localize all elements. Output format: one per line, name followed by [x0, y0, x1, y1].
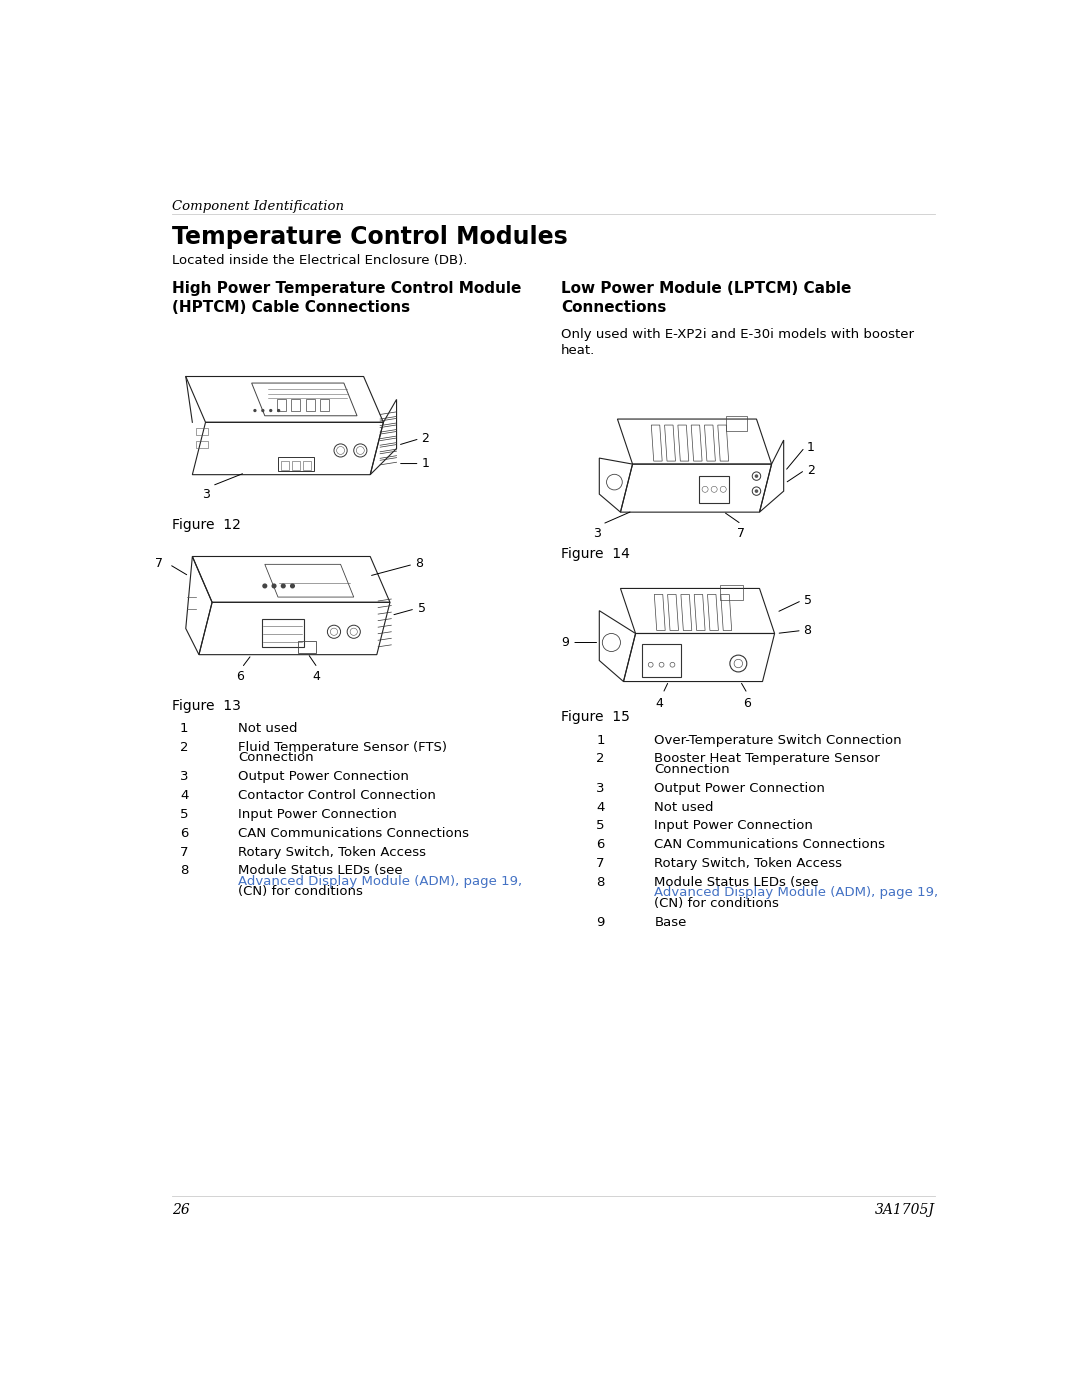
Bar — [320, 400, 329, 411]
Text: 6: 6 — [596, 838, 605, 851]
Text: 2: 2 — [596, 753, 605, 766]
Bar — [720, 585, 743, 601]
Text: High Power Temperature Control Module: High Power Temperature Control Module — [172, 281, 522, 296]
Text: 3: 3 — [180, 770, 188, 784]
Bar — [281, 461, 288, 471]
Circle shape — [755, 475, 758, 478]
Text: Component Identification: Component Identification — [172, 200, 345, 212]
Bar — [292, 461, 300, 471]
Text: Advanced Display Module (ADM), page 19,: Advanced Display Module (ADM), page 19, — [238, 875, 523, 888]
Bar — [278, 457, 314, 471]
Text: 2: 2 — [807, 464, 814, 476]
Text: Not used: Not used — [238, 722, 298, 735]
Text: Rotary Switch, Token Access: Rotary Switch, Token Access — [654, 858, 842, 870]
Bar — [292, 400, 300, 411]
Text: Fluid Temperature Sensor (FTS): Fluid Temperature Sensor (FTS) — [238, 740, 447, 754]
Circle shape — [261, 409, 265, 412]
Text: CAN Communications Connections: CAN Communications Connections — [238, 827, 469, 840]
Bar — [195, 427, 207, 436]
Text: 4: 4 — [656, 697, 664, 710]
Bar — [306, 400, 315, 411]
Circle shape — [269, 409, 272, 412]
Circle shape — [291, 584, 295, 588]
Bar — [699, 476, 729, 503]
Text: Module Status LEDs (see: Module Status LEDs (see — [654, 876, 819, 888]
Circle shape — [262, 584, 267, 588]
Circle shape — [254, 409, 257, 412]
Text: Output Power Connection: Output Power Connection — [654, 782, 825, 795]
Circle shape — [282, 584, 285, 588]
Text: Figure  12: Figure 12 — [172, 518, 241, 532]
Text: 3: 3 — [202, 488, 211, 500]
Text: 7: 7 — [180, 845, 188, 859]
Text: Input Power Connection: Input Power Connection — [238, 807, 397, 821]
Text: 4: 4 — [180, 789, 188, 802]
Text: (CN) for conditions: (CN) for conditions — [238, 886, 363, 898]
Text: 9: 9 — [596, 915, 605, 929]
Text: 8: 8 — [596, 876, 605, 888]
Text: 1: 1 — [180, 722, 188, 735]
Bar — [303, 461, 311, 471]
Text: Figure  14: Figure 14 — [562, 548, 630, 562]
Text: 7: 7 — [738, 527, 745, 541]
Text: 6: 6 — [743, 697, 752, 710]
Text: 7: 7 — [154, 556, 163, 570]
Text: Rotary Switch, Token Access: Rotary Switch, Token Access — [238, 845, 427, 859]
Text: 26: 26 — [172, 1203, 190, 1217]
Text: 5: 5 — [804, 594, 812, 606]
Text: Advanced Display Module (ADM), page 19,: Advanced Display Module (ADM), page 19, — [654, 887, 939, 900]
Text: 5: 5 — [180, 807, 188, 821]
Text: Figure  13: Figure 13 — [172, 698, 241, 712]
Text: (CN) for conditions: (CN) for conditions — [654, 897, 779, 909]
Text: Contactor Control Connection: Contactor Control Connection — [238, 789, 436, 802]
Bar — [195, 440, 207, 448]
Text: Low Power Module (LPTCM) Cable: Low Power Module (LPTCM) Cable — [562, 281, 852, 296]
Text: 3: 3 — [596, 782, 605, 795]
Bar — [298, 641, 316, 652]
Text: 7: 7 — [596, 858, 605, 870]
Text: Connection: Connection — [654, 763, 730, 775]
Text: 9: 9 — [562, 636, 569, 650]
Text: 8: 8 — [415, 556, 423, 570]
Circle shape — [272, 584, 275, 588]
Text: 1: 1 — [596, 733, 605, 746]
Text: 1: 1 — [421, 457, 430, 469]
Text: Over-Temperature Switch Connection: Over-Temperature Switch Connection — [654, 733, 902, 746]
Text: 3A1705J: 3A1705J — [875, 1203, 935, 1217]
Text: 5: 5 — [418, 602, 426, 615]
Text: heat.: heat. — [562, 344, 595, 358]
Circle shape — [276, 409, 281, 412]
Text: Not used: Not used — [654, 800, 714, 813]
Text: 1: 1 — [807, 441, 814, 454]
Text: 4: 4 — [596, 800, 605, 813]
Text: 3: 3 — [593, 527, 602, 541]
Text: 8: 8 — [180, 865, 188, 877]
Text: 8: 8 — [804, 624, 812, 637]
Circle shape — [755, 489, 758, 493]
Text: 2: 2 — [421, 432, 430, 446]
Text: Located inside the Electrical Enclosure (DB).: Located inside the Electrical Enclosure … — [172, 254, 468, 267]
Text: Booster Heat Temperature Sensor: Booster Heat Temperature Sensor — [654, 753, 880, 766]
Text: 2: 2 — [180, 740, 188, 754]
Text: Input Power Connection: Input Power Connection — [654, 820, 813, 833]
Text: CAN Communications Connections: CAN Communications Connections — [654, 838, 886, 851]
Text: Connections: Connections — [562, 300, 666, 316]
Text: 6: 6 — [180, 827, 188, 840]
Bar — [276, 400, 286, 411]
Text: Module Status LEDs (see: Module Status LEDs (see — [238, 865, 403, 877]
Bar — [726, 416, 747, 432]
Bar — [261, 619, 305, 647]
Text: (HPTCM) Cable Connections: (HPTCM) Cable Connections — [172, 300, 410, 316]
Text: Temperature Control Modules: Temperature Control Modules — [172, 225, 568, 250]
Text: Figure  15: Figure 15 — [562, 711, 630, 725]
Bar — [642, 644, 680, 676]
Text: Connection: Connection — [238, 752, 313, 764]
Text: Only used with E-XP2i and E-30i models with booster: Only used with E-XP2i and E-30i models w… — [562, 328, 915, 341]
Text: 4: 4 — [312, 669, 320, 683]
Text: 6: 6 — [235, 669, 244, 683]
Text: Base: Base — [654, 915, 687, 929]
Text: 5: 5 — [596, 820, 605, 833]
Text: Output Power Connection: Output Power Connection — [238, 770, 409, 784]
